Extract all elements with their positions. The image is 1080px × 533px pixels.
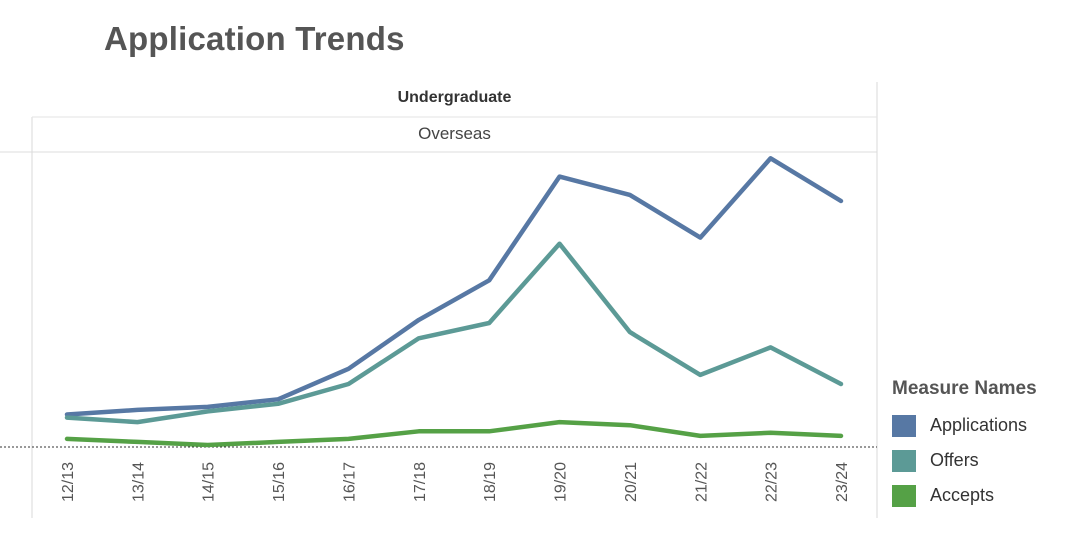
legend-item-offers[interactable]: Offers: [892, 443, 1037, 478]
x-tick-label: 13/14: [130, 462, 147, 502]
x-tick-label: 21/22: [693, 462, 710, 502]
legend-swatch-applications: [892, 414, 916, 437]
x-tick-label: 12/13: [60, 462, 77, 502]
legend-label-accepts: Accepts: [930, 485, 995, 505]
legend-label-applications: Applications: [930, 415, 1028, 435]
x-tick-label: 14/15: [201, 462, 218, 502]
legend-item-accepts[interactable]: Accepts: [892, 478, 1037, 513]
x-tick-label: 23/24: [834, 462, 851, 502]
legend-title: Measure Names: [892, 378, 1037, 399]
legend-item-applications[interactable]: Applications: [892, 408, 1037, 443]
x-tick-label: 20/21: [623, 462, 640, 502]
x-tick-label: 18/19: [482, 462, 499, 502]
chart-title: Application Trends: [104, 20, 405, 57]
panel-header: Overseas: [418, 124, 491, 143]
legend-swatch-offers: [892, 449, 916, 472]
x-tick-label: 19/20: [553, 462, 570, 502]
series-line-accepts[interactable]: [64, 419, 844, 448]
x-tick-label: 22/23: [764, 462, 781, 502]
x-tick-label: 17/18: [412, 462, 429, 502]
legend: Measure Names Applications Offers Accept…: [892, 378, 1037, 513]
legend-label-offers: Offers: [930, 450, 979, 470]
series-line-offers[interactable]: [64, 241, 844, 425]
legend-swatch-accepts: [892, 484, 916, 507]
x-tick-label: 15/16: [271, 462, 288, 502]
x-tick-label: 16/17: [341, 462, 358, 502]
column-header: Undergraduate: [397, 89, 512, 106]
series-line-applications[interactable]: [64, 156, 844, 417]
